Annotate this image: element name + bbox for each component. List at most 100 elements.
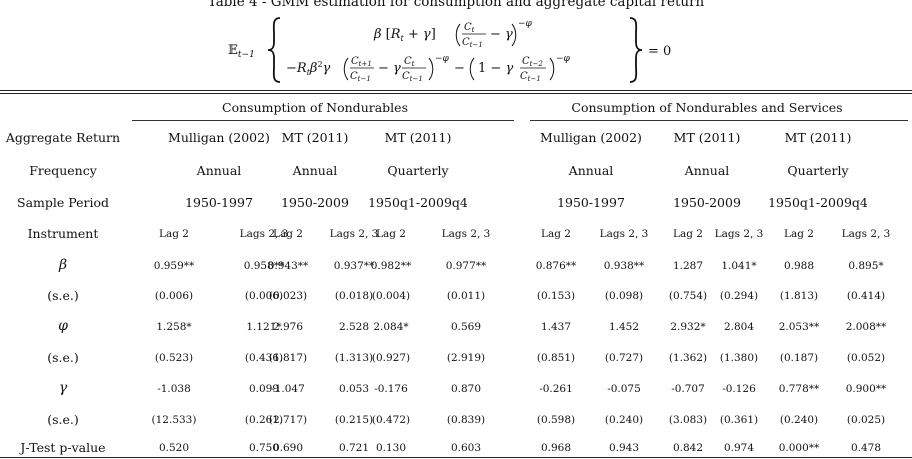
svg-text:Ct−1: Ct−1 [462, 37, 483, 49]
table-cell: 0.974 [723, 442, 755, 454]
header-cell: Quarterly [787, 163, 849, 178]
table-cell: -1.038 [157, 383, 191, 395]
row-label: Instrument [27, 226, 99, 241]
table-cell: 2.053** [778, 321, 820, 333]
row-label: φ [58, 318, 68, 334]
table-cell: (0.261) [244, 414, 284, 426]
table-cell: 0.478 [850, 442, 882, 454]
instrument-cell: Lags 2, 3 [599, 228, 649, 240]
table-cell: (0.414) [846, 290, 886, 302]
instrument-cell: Lag 2 [273, 228, 303, 240]
instrument-cell: Lags 2, 3 [441, 228, 491, 240]
table-cell: (0.240) [604, 414, 644, 426]
table-caption: Table 4 - GMM estimation for consumption… [207, 0, 705, 10]
group-header: Consumption of Nondurables [222, 100, 408, 115]
equation-line-1: β [Rt + γ] Ct Ct−1 − γ −φ [373, 19, 533, 49]
header-cell: 1950-2009 [281, 195, 349, 210]
table-cell: (0.023) [268, 290, 308, 302]
top-rule-double [0, 93, 912, 94]
table-cell: (1.313) [334, 352, 374, 364]
instrument-cell: Lags 2, 3 [239, 228, 289, 240]
table-cell: 0.750 [248, 442, 280, 454]
svg-text:−φ: −φ [556, 54, 571, 64]
instrument-cell: Lags 2, 3 [841, 228, 891, 240]
table-cell: (0.754) [668, 290, 708, 302]
svg-text:Ct−1: Ct−1 [350, 71, 371, 83]
header-cell: Mulligan (2002) [540, 130, 642, 145]
svg-text:−φ: −φ [518, 19, 533, 29]
svg-text:−: − [454, 61, 465, 76]
table-cell: (0.839) [446, 414, 486, 426]
table-cell: (1.380) [719, 352, 759, 364]
table-cell: 0.943 [608, 442, 640, 454]
table-cell: (2.717) [268, 414, 308, 426]
table-cell: (0.240) [779, 414, 819, 426]
table-cell: 0.130 [375, 442, 407, 454]
table-cell: (0.006) [244, 290, 284, 302]
header-cell: Mulligan (2002) [168, 130, 270, 145]
svg-text:−Rtβ2γ: −Rtβ2γ [286, 60, 331, 77]
table-cell: 0.842 [672, 442, 704, 454]
table-cell: 0.988 [783, 260, 815, 272]
table-cell: 0.900** [845, 383, 887, 395]
header-cell: 1950q1-2009q4 [768, 195, 868, 210]
table-cell: 2.932* [670, 321, 706, 333]
table-cell: 1.287 [672, 260, 704, 272]
row-label: Aggregate Return [5, 130, 121, 145]
header-cell: MT (2011) [281, 130, 349, 145]
row-label: β [58, 257, 68, 273]
table-cell: -1.047 [271, 383, 305, 395]
table-cell: (0.006) [154, 290, 194, 302]
table-cell: (0.098) [604, 290, 644, 302]
row-label: γ [58, 380, 68, 396]
row-label: (s.e.) [47, 350, 79, 365]
header-cell: Annual [292, 163, 338, 178]
svg-text:Ct−1: Ct−1 [520, 71, 541, 83]
table-cell: 2.976 [272, 321, 304, 333]
header-cell: 1950q1-2009q4 [368, 195, 468, 210]
table-cell: 0.876** [535, 260, 577, 272]
table-cell: (2.919) [446, 352, 486, 364]
header-cell: Quarterly [387, 163, 449, 178]
header-cell: MT (2011) [384, 130, 452, 145]
header-cell: MT (2011) [784, 130, 852, 145]
svg-text:Ct−2: Ct−2 [522, 56, 543, 68]
table-cell: (0.361) [719, 414, 759, 426]
table-cell: 0.937** [333, 260, 375, 272]
table-cell: (0.472) [371, 414, 411, 426]
table-cell: 0.603 [450, 442, 482, 454]
table-cell: 0.721 [338, 442, 370, 454]
instrument-cell: Lag 2 [376, 228, 406, 240]
table-cell: (0.018) [334, 290, 374, 302]
group-underline [132, 120, 514, 121]
equation-line-2: −Rtβ2γ Ct+1 Ct−1 − γ Ct Ct−1 −φ − 1 − γ … [286, 54, 571, 83]
svg-text:Ct: Ct [404, 56, 415, 68]
table-cell: 1.258* [156, 321, 192, 333]
instrument-cell: Lags 2, 3 [714, 228, 764, 240]
instrument-cell: Lag 2 [673, 228, 703, 240]
header-cell: 1950-2009 [673, 195, 741, 210]
table-cell: 0.977** [445, 260, 487, 272]
instrument-cell: Lag 2 [784, 228, 814, 240]
table-cell: 0.569 [450, 321, 482, 333]
table-cell: 1.121* [246, 321, 282, 333]
table-cell: 2.528 [338, 321, 370, 333]
table-cell: 0.520 [158, 442, 190, 454]
group-header: Consumption of Nondurables and Services [571, 100, 843, 115]
table-cell: (0.436) [244, 352, 284, 364]
row-label: J-Test p-value [20, 440, 106, 455]
instrument-cell: Lags 2, 3 [329, 228, 379, 240]
group-underline [530, 120, 908, 121]
table-cell: -0.126 [722, 383, 756, 395]
row-label: (s.e.) [47, 288, 79, 303]
table-cell: 0.870 [450, 383, 482, 395]
table-cell: 0.895* [848, 260, 884, 272]
table-cell: (0.215) [334, 414, 374, 426]
table-cell: 1.041* [721, 260, 757, 272]
row-label: Sample Period [17, 195, 109, 210]
table-cell: (0.153) [536, 290, 576, 302]
table-cell: 1.452 [608, 321, 640, 333]
table-cell: (12.533) [151, 414, 197, 426]
svg-text:β [Rt + γ]: β [Rt + γ] [373, 27, 436, 43]
table-cell: (0.294) [719, 290, 759, 302]
